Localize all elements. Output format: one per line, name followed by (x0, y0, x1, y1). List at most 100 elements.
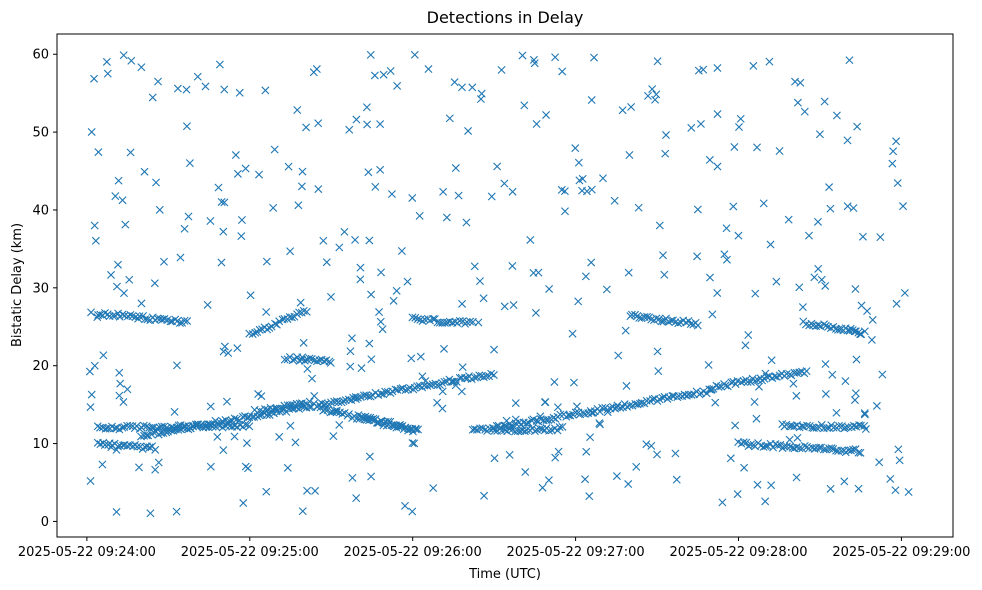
data-point (387, 190, 396, 199)
data-point (310, 391, 319, 400)
data-points (85, 50, 913, 518)
data-point (813, 217, 822, 226)
data-point (167, 426, 176, 435)
data-point (493, 162, 502, 171)
data-point (335, 420, 344, 429)
data-point (872, 401, 881, 410)
data-point (821, 321, 830, 330)
data-point (622, 381, 631, 390)
data-point (300, 356, 309, 365)
data-point (408, 313, 417, 322)
data-point (450, 78, 459, 87)
data-point (103, 69, 112, 78)
data-point (115, 368, 124, 377)
data-point (283, 463, 292, 472)
data-point (335, 243, 344, 252)
x-tick-label: 2025-05-22 09:29:00 (832, 545, 970, 560)
y-tick-label: 20 (32, 359, 49, 374)
data-point (490, 454, 499, 463)
data-point (671, 449, 680, 458)
data-point (803, 421, 812, 430)
data-point (123, 385, 132, 394)
data-point (440, 377, 449, 386)
data-point (442, 213, 451, 222)
data-point (170, 407, 179, 416)
data-point (863, 307, 872, 316)
data-point (742, 438, 751, 447)
data-point (761, 442, 770, 451)
data-point (298, 353, 307, 362)
data-point (633, 400, 642, 409)
data-point (832, 111, 841, 120)
data-point (121, 220, 130, 229)
data-point (571, 408, 580, 417)
data-point (544, 416, 553, 425)
data-point (508, 187, 517, 196)
data-point (554, 447, 563, 456)
data-point (206, 402, 215, 411)
data-point (403, 277, 412, 286)
data-point (730, 142, 739, 151)
data-point (112, 507, 121, 516)
data-point (299, 338, 308, 347)
data-point (845, 56, 854, 65)
data-point (284, 162, 293, 171)
data-point (375, 308, 384, 317)
data-point (536, 412, 545, 421)
data-point (378, 325, 387, 334)
data-point (451, 164, 460, 173)
data-point (384, 417, 393, 426)
data-point (296, 298, 305, 307)
data-point (841, 377, 850, 386)
data-point (330, 407, 339, 416)
data-point (396, 384, 405, 393)
data-point (377, 389, 386, 398)
data-point (230, 432, 239, 441)
data-point (662, 131, 671, 140)
data-point (169, 426, 178, 435)
plot-frame (56, 33, 954, 538)
data-point (854, 448, 863, 457)
data-point (770, 372, 779, 381)
data-point (721, 381, 730, 390)
y-tick-label: 0 (41, 515, 49, 530)
data-point (345, 125, 354, 134)
data-point (892, 299, 901, 308)
data-point (521, 468, 530, 477)
data-point (506, 422, 515, 431)
data-point (312, 65, 321, 74)
data-point (361, 412, 370, 421)
data-point (222, 397, 231, 406)
data-point (94, 148, 103, 157)
data-point (175, 318, 184, 327)
data-point (172, 507, 181, 516)
data-point (682, 391, 691, 400)
data-point (509, 300, 518, 309)
data-point (711, 398, 720, 407)
data-point (93, 313, 102, 322)
data-point (798, 303, 807, 312)
data-point (364, 413, 373, 422)
data-point (338, 409, 347, 418)
data-point (464, 126, 473, 135)
data-point (329, 432, 338, 441)
data-point (347, 334, 356, 343)
data-point (505, 450, 514, 459)
data-point (894, 445, 903, 454)
data-point (351, 235, 360, 244)
data-point (220, 198, 229, 207)
data-point (411, 313, 420, 322)
data-point (429, 484, 438, 493)
data-point (558, 422, 567, 431)
data-point (440, 318, 449, 327)
data-point (302, 123, 311, 132)
data-point (821, 360, 830, 369)
data-point (237, 232, 246, 241)
data-point (560, 187, 569, 196)
data-point (857, 330, 866, 339)
data-point (482, 372, 491, 381)
data-point (242, 439, 251, 448)
data-point (693, 321, 702, 330)
data-point (853, 122, 862, 131)
